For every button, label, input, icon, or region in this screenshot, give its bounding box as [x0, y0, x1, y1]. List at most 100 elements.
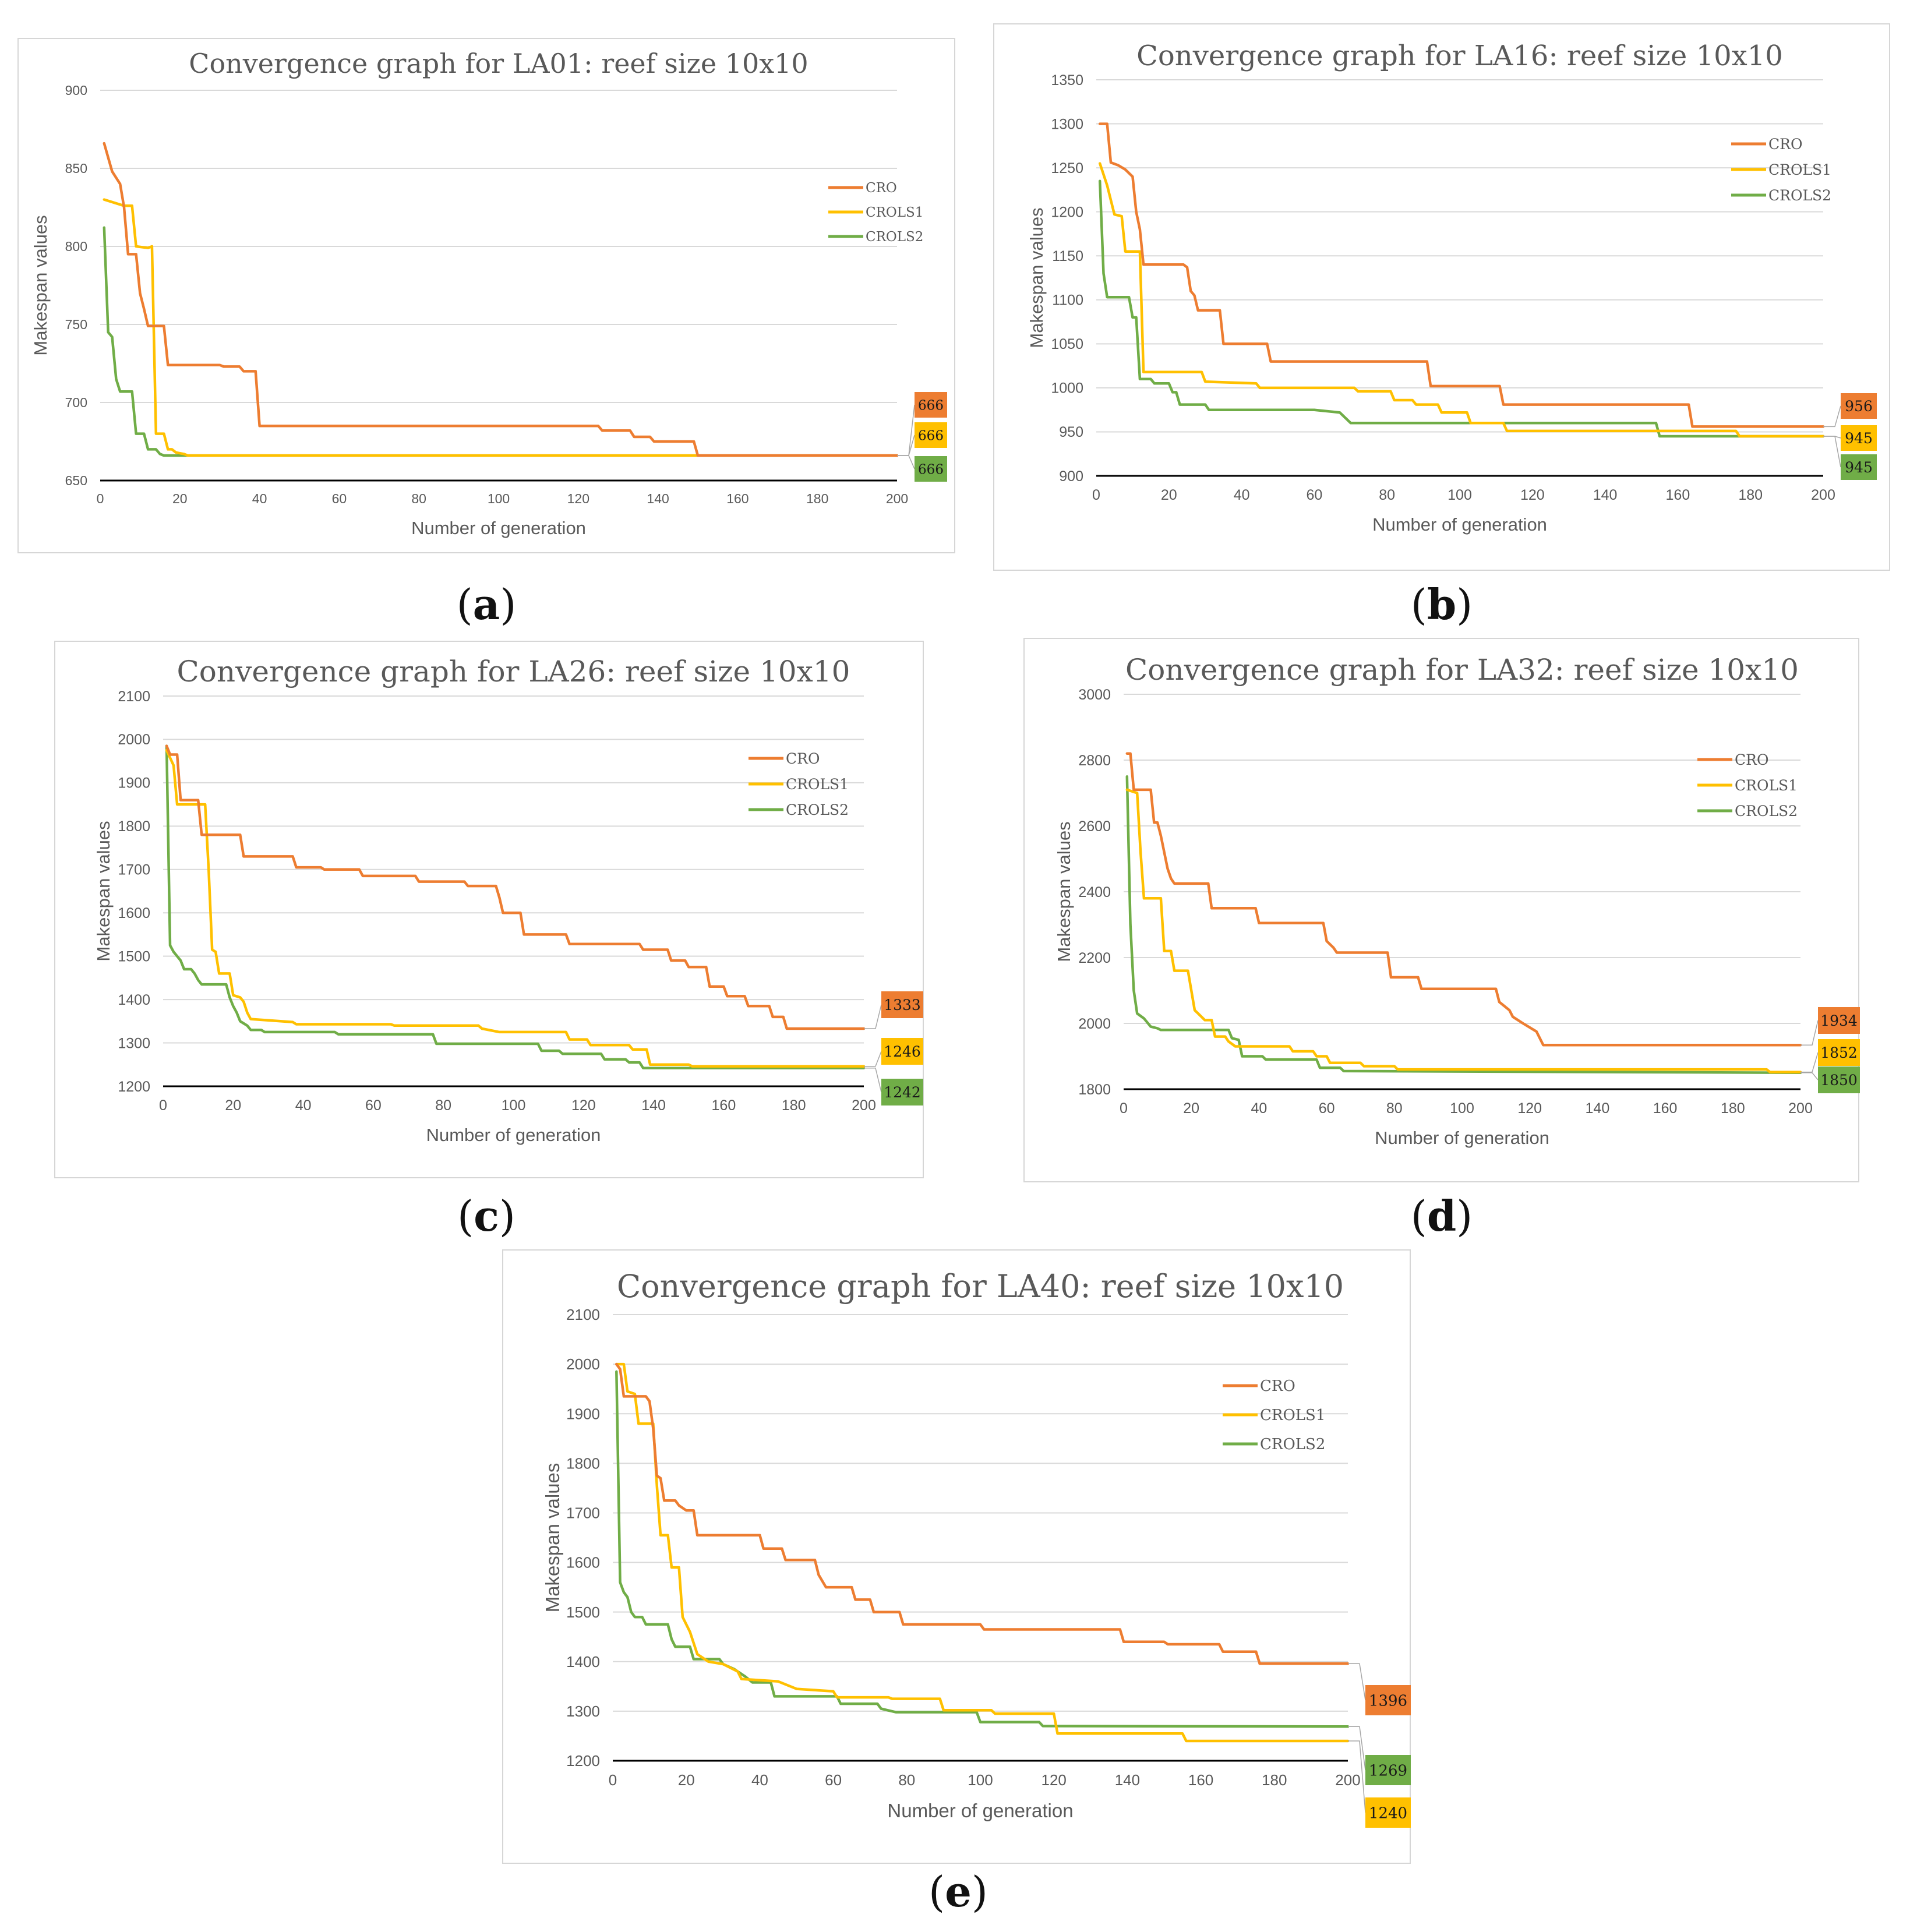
y-tick-label: 2200: [1078, 950, 1111, 966]
data-label-leader: [1800, 1052, 1819, 1073]
data-label-leader: [1823, 405, 1841, 428]
y-tick-label: 1800: [1078, 1082, 1111, 1098]
x-tick-label: 160: [1188, 1771, 1213, 1789]
series-line-crols1: [103, 198, 899, 457]
legend-label-cro: CRO: [1260, 1378, 1295, 1395]
y-tick-label: 1300: [1051, 116, 1083, 132]
x-tick-label: 140: [1593, 487, 1618, 503]
series-line-crols2: [1098, 179, 1825, 438]
series-line-crols2: [165, 744, 866, 1069]
x-tick-label: 200: [852, 1097, 876, 1114]
legend-label-crols1: CROLS1: [1768, 161, 1831, 178]
data-label-crols1: 1246: [884, 1043, 921, 1060]
caption-d: (d): [1410, 1191, 1473, 1241]
y-tick-label: 1200: [1051, 204, 1083, 220]
x-tick-label: 120: [567, 491, 589, 506]
y-tick-label: 700: [65, 395, 87, 410]
y-tick-label: 900: [1059, 468, 1083, 485]
legend-label-crols2: CROLS2: [1735, 803, 1798, 820]
x-tick-label: 140: [647, 491, 669, 506]
x-tick-label: 40: [1251, 1100, 1267, 1117]
x-tick-label: 20: [172, 491, 188, 506]
chart-panel-la26: Convergence graph for LA26: reef size 10…: [54, 641, 924, 1178]
x-tick-label: 100: [502, 1097, 526, 1114]
data-label-box-crols1: [1818, 1039, 1860, 1066]
legend-label-crols1: CROLS1: [1735, 777, 1798, 794]
data-label-cro: 956: [1845, 398, 1873, 415]
series-line-cro: [615, 1362, 1350, 1665]
y-tick-label: 1800: [118, 818, 150, 835]
legend-label-crols2: CROLS2: [1768, 187, 1831, 204]
data-label-leader: [897, 435, 915, 456]
y-tick-label: 750: [65, 317, 87, 332]
y-axis-title: Makespan values: [30, 215, 51, 355]
x-tick-label: 120: [1517, 1100, 1542, 1117]
x-tick-label: 0: [97, 491, 104, 506]
series-line-cro: [165, 744, 866, 1030]
chart-panel-la32: Convergence graph for LA32: reef size 10…: [1023, 638, 1860, 1182]
data-label-leader: [864, 1004, 882, 1029]
y-tick-label: 1400: [566, 1653, 600, 1670]
x-tick-label: 0: [1120, 1100, 1128, 1117]
x-tick-label: 60: [1306, 487, 1322, 503]
data-label-box-crols1: [881, 1038, 923, 1065]
chart-title: Convergence graph for LA01: reef size 10…: [189, 48, 808, 79]
series-line-crols1: [165, 748, 866, 1068]
data-label-cro: 1333: [884, 997, 921, 1013]
data-label-crols2: 1850: [1820, 1072, 1858, 1089]
y-tick-label: 2100: [566, 1306, 600, 1323]
x-tick-label: 100: [488, 491, 510, 506]
y-tick-label: 1350: [1051, 72, 1083, 89]
x-tick-label: 160: [712, 1097, 736, 1114]
series-line-cro: [103, 142, 899, 457]
x-tick-label: 160: [1666, 487, 1690, 503]
series-line-crols1: [615, 1362, 1350, 1743]
data-label-box-cro: [915, 392, 947, 418]
caption-e: (e): [928, 1867, 988, 1916]
x-tick-label: 120: [571, 1097, 596, 1114]
legend-label-cro: CRO: [1735, 751, 1768, 768]
y-tick-label: 650: [65, 473, 87, 488]
y-tick-label: 1500: [118, 948, 150, 965]
x-tick-label: 20: [225, 1097, 241, 1114]
x-tick-label: 60: [1319, 1100, 1335, 1117]
legend-label-crols2: CROLS2: [1260, 1436, 1325, 1453]
data-label-crols2: 945: [1845, 459, 1873, 476]
x-tick-label: 20: [1161, 487, 1177, 503]
chart-svg: Convergence graph for LA01: reef size 10…: [30, 48, 947, 538]
legend-label-cro: CRO: [1768, 136, 1802, 153]
x-axis-title: Number of generation: [1375, 1128, 1549, 1148]
data-label-crols2: 1242: [884, 1084, 921, 1101]
chart-panel-la16: Convergence graph for LA16: reef size 10…: [993, 23, 1890, 571]
x-tick-label: 160: [726, 491, 749, 506]
chart-panel-la40: Convergence graph for LA40: reef size 10…: [502, 1249, 1411, 1864]
x-tick-label: 20: [678, 1771, 695, 1789]
data-label-leader: [1348, 1740, 1366, 1813]
y-tick-label: 900: [65, 83, 87, 98]
y-tick-label: 1100: [1052, 292, 1083, 309]
y-tick-label: 2000: [566, 1355, 600, 1373]
y-tick-label: 1900: [118, 775, 150, 792]
x-tick-label: 120: [1042, 1771, 1067, 1789]
data-label-leader: [1348, 1663, 1366, 1701]
y-axis-title: Makespan values: [542, 1463, 563, 1613]
y-axis-title: Makespan values: [1054, 821, 1074, 962]
data-label-box-crols2: [1365, 1755, 1411, 1785]
x-tick-label: 60: [365, 1097, 382, 1114]
x-tick-label: 100: [1450, 1100, 1474, 1117]
chart-svg: Convergence graph for LA32: reef size 10…: [1054, 653, 1860, 1148]
y-tick-label: 1400: [118, 992, 150, 1008]
data-label-leader: [1800, 1072, 1819, 1080]
x-tick-label: 0: [159, 1097, 167, 1114]
legend-label-crols2: CROLS2: [786, 801, 849, 818]
y-tick-label: 1050: [1051, 336, 1083, 352]
x-tick-label: 180: [1738, 487, 1763, 503]
data-label-leader: [864, 1067, 882, 1093]
x-tick-label: 200: [1811, 487, 1835, 503]
x-tick-label: 180: [782, 1097, 806, 1114]
y-tick-label: 1000: [1051, 380, 1083, 397]
data-label-box-crols1: [1365, 1797, 1411, 1828]
data-label-cro: 1396: [1369, 1692, 1407, 1710]
legend-label-crols2: CROLS2: [866, 229, 923, 245]
y-tick-label: 1200: [566, 1752, 600, 1769]
